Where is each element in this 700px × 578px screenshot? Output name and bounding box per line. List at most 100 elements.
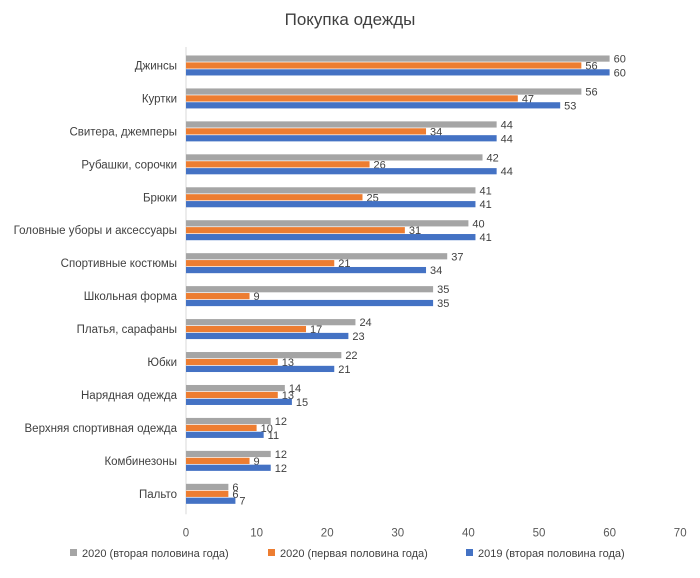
bar bbox=[186, 457, 250, 464]
bar bbox=[186, 121, 497, 128]
bar bbox=[186, 319, 356, 326]
bar bbox=[186, 194, 363, 201]
category-label: Платья, сарафаны bbox=[77, 324, 177, 336]
category-label: Комбинезоны bbox=[104, 456, 177, 468]
data-label: 42 bbox=[487, 152, 499, 164]
bar bbox=[186, 490, 229, 497]
bar bbox=[186, 201, 476, 208]
x-tick-label: 10 bbox=[250, 527, 263, 539]
bar bbox=[186, 187, 476, 194]
bar bbox=[186, 286, 434, 293]
chart-title: Покупка одежды bbox=[284, 10, 416, 29]
data-label: 40 bbox=[472, 218, 484, 230]
bar bbox=[186, 266, 427, 274]
legend-label: 2020 (вторая половина года) bbox=[82, 548, 229, 560]
data-label: 35 bbox=[437, 298, 449, 310]
category-label: Школьная форма bbox=[84, 291, 178, 303]
x-tick-label: 70 bbox=[674, 527, 687, 539]
data-label: 23 bbox=[352, 331, 364, 343]
data-label: 24 bbox=[359, 317, 371, 329]
category-label: Головные уборы и аксессуары bbox=[14, 225, 177, 237]
bar bbox=[186, 483, 229, 491]
data-label: 21 bbox=[338, 364, 350, 376]
data-label: 44 bbox=[501, 166, 513, 178]
data-label: 9 bbox=[254, 456, 260, 468]
bar bbox=[186, 154, 483, 161]
category-label: Спортивные костюмы bbox=[61, 258, 177, 270]
data-label: 6 bbox=[232, 482, 238, 494]
bar bbox=[186, 220, 469, 227]
data-label: 41 bbox=[479, 199, 491, 211]
bar bbox=[186, 424, 257, 432]
category-label: Куртки bbox=[142, 93, 177, 105]
legend-swatch bbox=[466, 549, 473, 556]
data-label: 6 bbox=[232, 489, 238, 501]
data-label: 34 bbox=[430, 265, 442, 277]
bar bbox=[186, 62, 582, 69]
bar bbox=[186, 352, 342, 359]
bar bbox=[186, 464, 271, 471]
x-tick-label: 50 bbox=[533, 527, 546, 539]
bar bbox=[186, 293, 250, 300]
data-label: 12 bbox=[275, 463, 287, 475]
data-label: 35 bbox=[437, 284, 449, 296]
data-label: 41 bbox=[479, 232, 491, 244]
bar bbox=[186, 358, 278, 366]
x-tick-label: 40 bbox=[462, 527, 475, 539]
data-label: 44 bbox=[501, 133, 513, 145]
bar bbox=[186, 95, 518, 102]
data-label: 44 bbox=[501, 119, 513, 131]
bar bbox=[186, 332, 349, 340]
bar bbox=[186, 365, 335, 373]
category-label: Свитера, джемперы bbox=[69, 126, 177, 138]
data-label: 37 bbox=[451, 251, 463, 263]
bar bbox=[186, 227, 405, 234]
data-label: 12 bbox=[275, 449, 287, 461]
data-label: 14 bbox=[289, 383, 301, 395]
category-label: Нарядная одежда bbox=[81, 390, 178, 402]
bar bbox=[186, 234, 476, 241]
bar bbox=[186, 325, 307, 333]
data-label: 10 bbox=[261, 423, 273, 435]
bar bbox=[186, 391, 278, 399]
bar bbox=[186, 384, 285, 392]
bar bbox=[186, 398, 292, 405]
bar bbox=[186, 102, 561, 109]
data-label: 12 bbox=[275, 416, 287, 428]
legend-swatch bbox=[70, 549, 77, 556]
data-label: 9 bbox=[254, 291, 260, 303]
data-label: 11 bbox=[268, 430, 279, 442]
x-tick-label: 60 bbox=[603, 527, 616, 539]
bar bbox=[186, 88, 582, 95]
legend-swatch bbox=[268, 549, 275, 556]
data-label: 7 bbox=[239, 496, 245, 508]
legend-label: 2019 (вторая половина года) bbox=[478, 548, 625, 560]
bar bbox=[186, 55, 610, 62]
bar bbox=[186, 161, 370, 168]
category-label: Верхняя спортивная одежда bbox=[25, 423, 178, 435]
category-label: Брюки bbox=[143, 192, 177, 204]
bar bbox=[186, 253, 448, 260]
bar bbox=[186, 135, 497, 142]
x-tick-label: 0 bbox=[183, 527, 189, 539]
bar bbox=[186, 69, 610, 76]
x-tick-label: 20 bbox=[321, 527, 334, 539]
data-label: 60 bbox=[614, 67, 626, 79]
category-label: Юбки bbox=[147, 357, 177, 369]
data-label: 15 bbox=[296, 397, 308, 409]
data-label: 41 bbox=[479, 185, 491, 197]
bar bbox=[186, 450, 271, 458]
bar bbox=[186, 497, 236, 504]
data-label: 53 bbox=[564, 100, 576, 112]
bar bbox=[186, 417, 271, 425]
x-tick-label: 30 bbox=[391, 527, 404, 539]
data-label: 60 bbox=[614, 54, 626, 66]
bar bbox=[186, 260, 335, 267]
bar bbox=[186, 299, 434, 307]
category-label: Рубашки, сорочки bbox=[81, 159, 177, 171]
category-label: Джинсы bbox=[135, 60, 177, 72]
bar bbox=[186, 168, 497, 175]
data-label: 56 bbox=[585, 87, 597, 99]
data-label: 22 bbox=[345, 350, 357, 362]
